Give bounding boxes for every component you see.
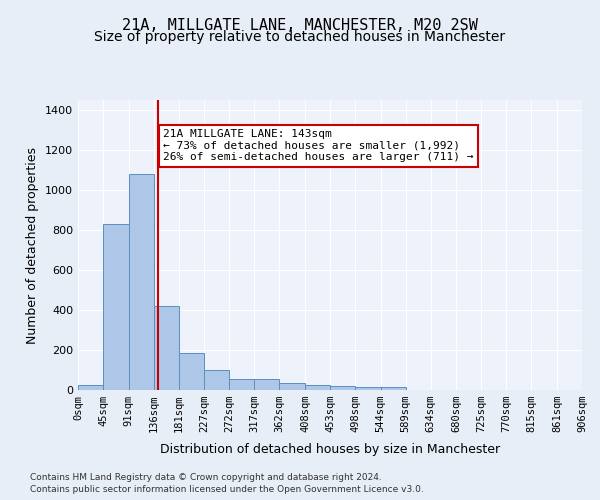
Text: Contains HM Land Registry data © Crown copyright and database right 2024.: Contains HM Land Registry data © Crown c…: [30, 472, 382, 482]
Bar: [229, 379, 254, 390]
Bar: [78, 385, 103, 390]
Text: Size of property relative to detached houses in Manchester: Size of property relative to detached ho…: [94, 30, 506, 44]
Bar: [179, 353, 204, 390]
Text: 21A MILLGATE LANE: 143sqm
← 73% of detached houses are smaller (1,992)
26% of se: 21A MILLGATE LANE: 143sqm ← 73% of detac…: [163, 129, 473, 162]
Text: Contains public sector information licensed under the Open Government Licence v3: Contains public sector information licen…: [30, 485, 424, 494]
X-axis label: Distribution of detached houses by size in Manchester: Distribution of detached houses by size …: [160, 444, 500, 456]
Bar: [103, 224, 128, 390]
Bar: [330, 386, 355, 390]
Bar: [355, 387, 380, 390]
Y-axis label: Number of detached properties: Number of detached properties: [26, 146, 40, 344]
Bar: [254, 379, 280, 390]
Bar: [128, 174, 154, 390]
Bar: [280, 383, 305, 390]
Bar: [154, 306, 179, 390]
Bar: [204, 370, 229, 390]
Bar: [380, 387, 406, 390]
Text: 21A, MILLGATE LANE, MANCHESTER, M20 2SW: 21A, MILLGATE LANE, MANCHESTER, M20 2SW: [122, 18, 478, 32]
Bar: [305, 385, 330, 390]
